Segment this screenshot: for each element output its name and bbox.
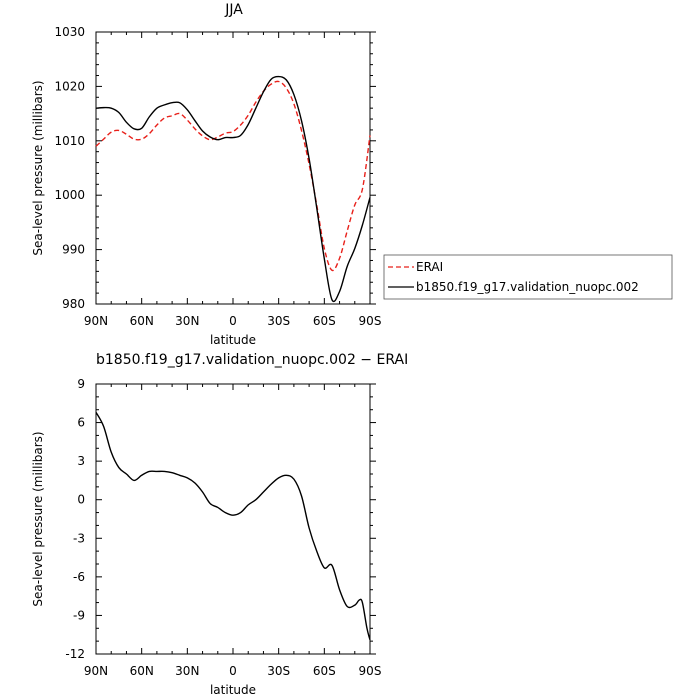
y-tick-label: 9 bbox=[77, 377, 85, 391]
y-tick-label: 990 bbox=[62, 243, 85, 257]
top-x-axis-label: latitude bbox=[210, 333, 256, 347]
bottom-y-tick-labels: -12 -9 -6 -3 0 3 6 9 bbox=[65, 377, 85, 661]
bottom-x-tick-labels: 90N 60N 30N 0 30S 60S 90S bbox=[84, 664, 382, 678]
x-tick-label: 90N bbox=[84, 664, 108, 678]
y-tick-label: -9 bbox=[73, 608, 85, 622]
x-tick-label: 30S bbox=[267, 664, 290, 678]
x-tick-label: 0 bbox=[229, 314, 237, 328]
top-series-lines bbox=[95, 75, 371, 303]
legend-label-model: b1850.f19_g17.validation_nuopc.002 bbox=[416, 280, 639, 294]
y-tick-label: 1030 bbox=[54, 25, 85, 39]
y-tick-label: 6 bbox=[77, 416, 85, 430]
x-tick-label: 0 bbox=[229, 664, 237, 678]
x-tick-label: 90N bbox=[84, 314, 108, 328]
bottom-panel-title: b1850.f19_g17.validation_nuopc.002 − ERA… bbox=[96, 352, 408, 368]
bottom-y-axis-label: Sea-level pressure (millibars) bbox=[31, 431, 45, 606]
y-tick-label: -3 bbox=[73, 531, 85, 545]
legend: ERAI b1850.f19_g17.validation_nuopc.002 bbox=[383, 254, 673, 300]
bottom-y-ticks bbox=[96, 383, 376, 655]
legend-box bbox=[383, 254, 673, 300]
top-y-axis-label: Sea-level pressure (millibars) bbox=[31, 80, 45, 255]
x-tick-label: 90S bbox=[359, 664, 382, 678]
x-tick-label: 30N bbox=[175, 664, 199, 678]
legend-label-erai: ERAI bbox=[416, 260, 443, 274]
top-x-ticks bbox=[95, 32, 371, 304]
y-tick-label: -12 bbox=[65, 647, 85, 661]
series-line-difference-0 bbox=[95, 411, 371, 641]
y-tick-label: 980 bbox=[62, 297, 85, 311]
x-tick-label: 30S bbox=[267, 314, 290, 328]
y-tick-label: 1010 bbox=[54, 134, 85, 148]
bottom-series-lines bbox=[95, 411, 371, 641]
y-tick-label: -6 bbox=[73, 570, 85, 584]
y-tick-label: 0 bbox=[77, 493, 85, 507]
x-tick-label: 30N bbox=[175, 314, 199, 328]
bottom-panel: b1850.f19_g17.validation_nuopc.002 − ERA… bbox=[31, 352, 408, 697]
x-tick-label: 60S bbox=[313, 664, 336, 678]
y-tick-label: 3 bbox=[77, 454, 85, 468]
x-tick-label: 60N bbox=[130, 664, 154, 678]
y-tick-label: 1020 bbox=[54, 79, 85, 93]
bottom-x-axis-label: latitude bbox=[210, 683, 256, 697]
series-line-b1850-f19-g17-validation-nuopc-002 bbox=[95, 75, 371, 303]
series-line-erai bbox=[95, 80, 371, 272]
top-panel-title: JJA bbox=[224, 2, 243, 18]
top-y-tick-labels: 980 990 1000 1010 1020 1030 bbox=[54, 25, 85, 311]
top-y-ticks bbox=[96, 31, 376, 305]
x-tick-label: 60S bbox=[313, 314, 336, 328]
x-tick-label: 90S bbox=[359, 314, 382, 328]
top-panel: JJA 90N 60N 30N 0 30S 60S 90S 980 990 10… bbox=[31, 2, 673, 347]
x-tick-label: 60N bbox=[130, 314, 154, 328]
bottom-x-ticks bbox=[95, 384, 371, 654]
bottom-plot-frame bbox=[95, 383, 371, 655]
y-tick-label: 1000 bbox=[54, 188, 85, 202]
top-x-tick-labels: 90N 60N 30N 0 30S 60S 90S bbox=[84, 314, 382, 328]
